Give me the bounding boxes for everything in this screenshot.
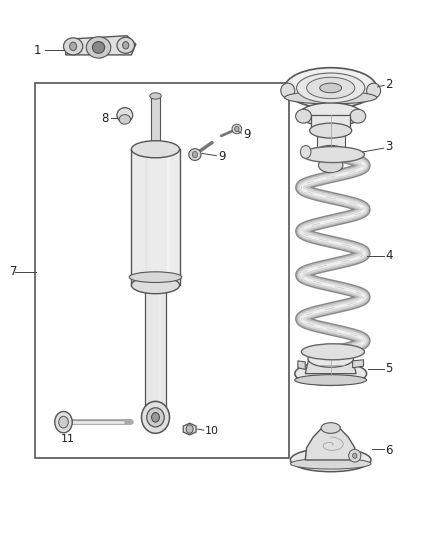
Ellipse shape [295, 362, 367, 385]
Ellipse shape [232, 124, 242, 134]
Text: 2: 2 [385, 78, 393, 91]
Text: 10: 10 [205, 426, 219, 436]
Ellipse shape [86, 37, 111, 58]
Text: 5: 5 [385, 362, 393, 375]
Circle shape [353, 453, 357, 458]
Ellipse shape [117, 108, 133, 123]
Text: 6: 6 [385, 444, 393, 457]
Circle shape [186, 425, 193, 433]
Ellipse shape [290, 458, 371, 469]
Polygon shape [66, 36, 136, 55]
Polygon shape [311, 115, 350, 131]
Ellipse shape [301, 344, 364, 360]
Ellipse shape [367, 83, 381, 98]
Ellipse shape [315, 146, 346, 158]
Polygon shape [305, 359, 356, 374]
Ellipse shape [299, 103, 362, 126]
Ellipse shape [55, 411, 72, 433]
Text: 4: 4 [385, 249, 393, 262]
Ellipse shape [147, 408, 164, 427]
Ellipse shape [150, 146, 161, 152]
Polygon shape [183, 423, 196, 435]
Ellipse shape [117, 37, 134, 53]
Circle shape [192, 151, 198, 158]
Circle shape [123, 42, 129, 49]
Ellipse shape [141, 401, 170, 433]
Ellipse shape [285, 91, 377, 104]
Ellipse shape [285, 68, 377, 108]
Ellipse shape [321, 423, 340, 433]
Ellipse shape [150, 93, 161, 99]
Text: 8: 8 [101, 112, 109, 125]
Polygon shape [298, 361, 305, 369]
Bar [151, 96, 160, 149]
Text: 1: 1 [34, 44, 42, 56]
Circle shape [152, 413, 159, 422]
Ellipse shape [320, 83, 342, 93]
Ellipse shape [59, 416, 68, 428]
Ellipse shape [131, 277, 180, 294]
Circle shape [300, 146, 311, 158]
Ellipse shape [297, 73, 365, 103]
Text: 7: 7 [10, 265, 17, 278]
Ellipse shape [131, 141, 180, 158]
Bar [35, 83, 289, 458]
Polygon shape [317, 131, 345, 152]
Ellipse shape [350, 109, 366, 123]
Text: 9: 9 [243, 128, 251, 141]
Text: 9: 9 [218, 150, 226, 163]
Ellipse shape [296, 109, 311, 123]
Ellipse shape [129, 272, 182, 282]
Ellipse shape [301, 147, 364, 163]
Ellipse shape [281, 83, 295, 98]
Text: 3: 3 [385, 140, 393, 153]
Ellipse shape [310, 123, 352, 138]
Ellipse shape [189, 149, 201, 160]
Ellipse shape [64, 38, 83, 55]
Ellipse shape [119, 115, 131, 124]
Circle shape [70, 42, 77, 51]
Ellipse shape [308, 350, 353, 367]
Polygon shape [353, 360, 364, 368]
Bar [131, 149, 180, 285]
Polygon shape [305, 428, 356, 460]
Polygon shape [321, 152, 340, 165]
Ellipse shape [318, 158, 343, 173]
Ellipse shape [290, 448, 371, 472]
Ellipse shape [92, 42, 105, 53]
Ellipse shape [295, 375, 367, 385]
Circle shape [235, 126, 239, 132]
Ellipse shape [307, 77, 355, 99]
Text: 11: 11 [61, 434, 75, 444]
Ellipse shape [349, 449, 361, 462]
Bar [145, 285, 166, 408]
